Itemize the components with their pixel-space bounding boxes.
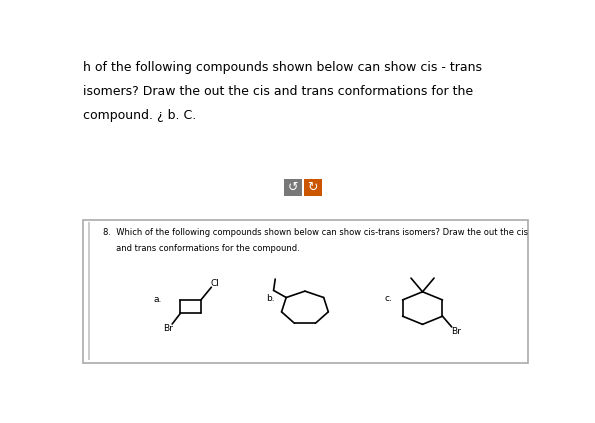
FancyBboxPatch shape — [88, 222, 90, 360]
Text: 8.  Which of the following compounds shown below can show cis-trans isomers? Dra: 8. Which of the following compounds show… — [104, 228, 528, 237]
Text: ↺: ↺ — [288, 181, 298, 194]
Text: isomers? Draw the out the cis and trans conformations for the: isomers? Draw the out the cis and trans … — [83, 85, 473, 98]
Text: b.: b. — [266, 294, 275, 303]
Text: and trans conformations for the compound.: and trans conformations for the compound… — [104, 244, 300, 253]
FancyBboxPatch shape — [83, 220, 528, 363]
FancyBboxPatch shape — [304, 179, 321, 196]
Text: Br: Br — [452, 327, 461, 336]
Text: Br: Br — [164, 324, 173, 333]
Text: ↻: ↻ — [308, 181, 318, 194]
Text: a.: a. — [153, 295, 162, 305]
Text: h of the following compounds shown below can show cis - trans: h of the following compounds shown below… — [83, 60, 482, 74]
Text: Cl: Cl — [211, 280, 220, 288]
Text: c.: c. — [384, 294, 392, 303]
FancyBboxPatch shape — [284, 179, 302, 196]
Text: compound. ¿ b. C.: compound. ¿ b. C. — [83, 110, 196, 122]
